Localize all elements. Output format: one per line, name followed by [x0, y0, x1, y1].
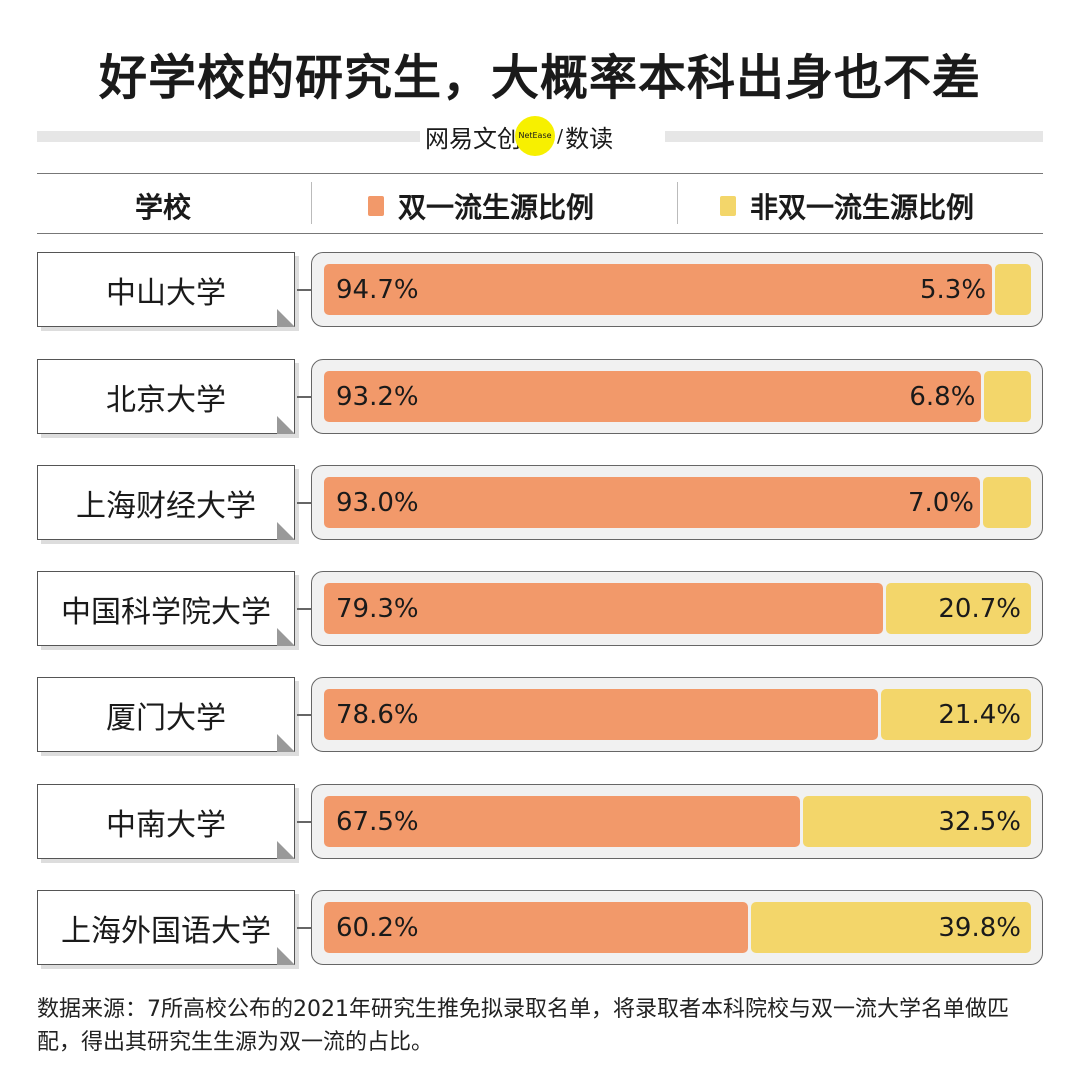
data-label: 93.2%: [336, 381, 419, 412]
page-fold-icon: [277, 734, 295, 752]
page-fold-icon: [277, 628, 295, 646]
data-label: 67.5%: [336, 806, 419, 837]
page-fold-icon: [277, 416, 295, 434]
chart-title: 好学校的研究生，大概率本科出身也不差: [98, 50, 981, 106]
page-fold-icon: [277, 522, 295, 540]
bar-row: 上海财经大学 93.0% 7.0%: [0, 465, 1080, 545]
legend-label: 双一流生源比例: [398, 191, 595, 224]
divider: [37, 173, 1043, 174]
bar-row: 上海外国语大学 60.2% 39.8%: [0, 890, 1080, 970]
bar-segment-non-double-first-class: 32.5%: [802, 796, 1031, 847]
category-label: 中山大学: [37, 252, 295, 327]
bar-segment-non-double-first-class: 39.8%: [751, 902, 1031, 953]
category-text: 厦门大学: [106, 700, 226, 736]
category-label: 北京大学: [37, 359, 295, 434]
data-label: 32.5%: [938, 806, 1021, 837]
bar-segment-double-first-class: 78.6%: [324, 689, 879, 740]
header-school: 学校: [135, 191, 192, 224]
bar-row: 中南大学 67.5% 32.5%: [0, 784, 1080, 864]
data-label: 21.4%: [938, 699, 1021, 730]
page-fold-icon: [277, 947, 295, 965]
bar-row: 中山大学 94.7% 5.3%: [0, 252, 1080, 332]
source-note: 数据来源：7所高校公布的2021年研究生推免拟录取名单，将录取者本科院校与双一流…: [37, 997, 1009, 1055]
connector: [297, 608, 311, 610]
data-label: 20.7%: [938, 593, 1021, 624]
data-label: 78.6%: [336, 699, 419, 730]
page-fold-icon: [277, 841, 295, 859]
category-label: 中国科学院大学: [37, 571, 295, 646]
bar-segment-double-first-class: 93.0%: [324, 477, 980, 528]
category-text: 北京大学: [106, 382, 226, 418]
divider: [37, 233, 1043, 234]
category-label: 中南大学: [37, 784, 295, 859]
connector: [297, 821, 311, 823]
data-label: 94.7%: [336, 274, 419, 305]
category-label: 厦门大学: [37, 677, 295, 752]
bar-segment-double-first-class: 94.7%: [324, 264, 993, 315]
bar-segment-double-first-class: 60.2%: [324, 902, 749, 953]
data-label: 93.0%: [336, 487, 419, 518]
data-label: 7.0%: [907, 487, 975, 518]
connector: [297, 396, 311, 398]
data-label: 39.8%: [938, 912, 1021, 943]
category-text: 上海外国语大学: [61, 913, 271, 949]
connector: [297, 289, 311, 291]
category-text: 上海财经大学: [76, 488, 256, 524]
bar-segment-non-double-first-class: [984, 371, 1031, 422]
divider: [37, 131, 420, 142]
logo: 网易文创 NetEase / 数读: [425, 116, 665, 156]
bar-row: 北京大学 93.2% 6.8%: [0, 359, 1080, 439]
connector: [297, 502, 311, 504]
logo-badge: NetEase: [515, 116, 555, 156]
logo-text-2: 数读: [565, 124, 614, 153]
divider: [311, 182, 312, 224]
legend-label: 非双一流生源比例: [750, 191, 975, 224]
legend-item-2: 非双一流生源比例: [720, 186, 974, 226]
bar-segment-non-double-first-class: 20.7%: [886, 583, 1031, 634]
bar-row: 中国科学院大学 79.3% 20.7%: [0, 571, 1080, 651]
connector: [297, 714, 311, 716]
bar-segment-non-double-first-class: [995, 264, 1031, 315]
bar-segment-non-double-first-class: [983, 477, 1031, 528]
divider: [677, 182, 678, 224]
bar-segment-double-first-class: 67.5%: [324, 796, 800, 847]
legend-swatch: [368, 196, 384, 216]
category-text: 中南大学: [106, 807, 226, 843]
bar-row: 厦门大学 78.6% 21.4%: [0, 677, 1080, 757]
page-fold-icon: [277, 309, 295, 327]
bar-segment-double-first-class: 79.3%: [324, 583, 884, 634]
legend-swatch: [720, 196, 736, 216]
logo-text: 网易文创: [425, 124, 521, 153]
category-label: 上海财经大学: [37, 465, 295, 540]
data-label: 79.3%: [336, 593, 419, 624]
bar-segment-double-first-class: 93.2%: [324, 371, 982, 422]
data-label: 6.8%: [909, 381, 976, 412]
data-label: 5.3%: [919, 274, 987, 305]
logo-slash: /: [557, 125, 564, 147]
connector: [297, 927, 311, 929]
divider: [665, 131, 1043, 142]
category-text: 中国科学院大学: [61, 594, 271, 630]
data-label: 60.2%: [336, 912, 419, 943]
legend-item-1: 双一流生源比例: [368, 186, 594, 226]
category-label: 上海外国语大学: [37, 890, 295, 965]
bar-segment-non-double-first-class: 21.4%: [881, 689, 1031, 740]
category-text: 中山大学: [106, 275, 226, 311]
